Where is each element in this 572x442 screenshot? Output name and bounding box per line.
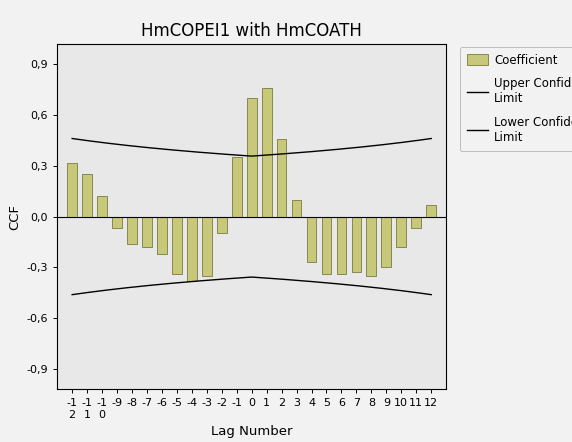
Bar: [367, 217, 376, 276]
Bar: [247, 98, 257, 217]
Bar: [396, 217, 406, 247]
Bar: [336, 217, 346, 274]
Bar: [426, 205, 436, 217]
Bar: [307, 217, 316, 262]
Bar: [67, 163, 77, 217]
Bar: [321, 217, 331, 274]
Bar: [172, 217, 182, 274]
Bar: [157, 217, 167, 254]
Bar: [352, 217, 362, 272]
Bar: [82, 174, 92, 217]
Bar: [97, 196, 107, 217]
Bar: [187, 217, 197, 281]
Bar: [127, 217, 137, 244]
Legend: Coefficient, Upper Confidence
Limit, Lower Confidence
Limit: Coefficient, Upper Confidence Limit, Low…: [460, 47, 572, 151]
X-axis label: Lag Number: Lag Number: [211, 425, 292, 438]
Bar: [277, 139, 287, 217]
Bar: [292, 200, 301, 217]
Bar: [112, 217, 122, 229]
Bar: [411, 217, 421, 229]
Bar: [217, 217, 227, 233]
Y-axis label: CCF: CCF: [8, 204, 21, 229]
Bar: [232, 157, 241, 217]
Bar: [142, 217, 152, 247]
Bar: [262, 88, 272, 217]
Bar: [382, 217, 391, 267]
Title: HmCOPEI1 with HmCOATH: HmCOPEI1 with HmCOATH: [141, 22, 362, 40]
Bar: [202, 217, 212, 276]
